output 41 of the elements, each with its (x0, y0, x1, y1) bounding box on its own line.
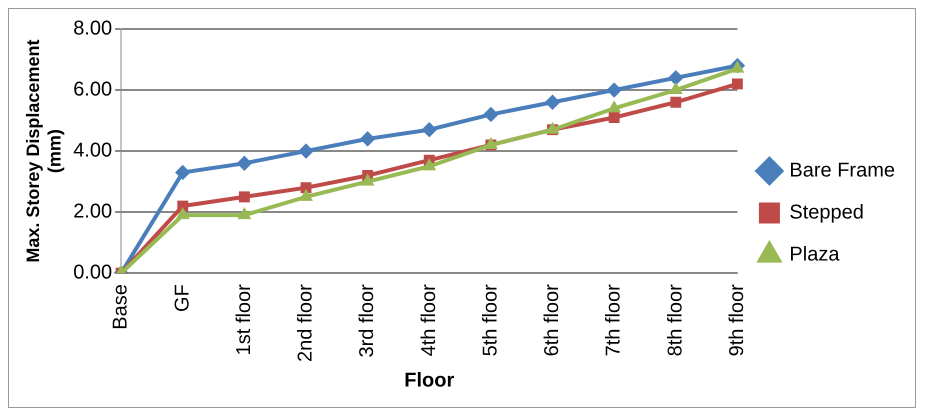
y-tick-label: 2.00 (73, 200, 112, 223)
point (299, 189, 313, 201)
x-tick-label: 3rd floor (356, 284, 378, 358)
point (236, 156, 252, 171)
point (545, 94, 560, 110)
x-tick-label: 6th floor (541, 284, 564, 356)
legend-label: Plaza (789, 244, 840, 266)
point (360, 131, 376, 146)
y-tick-label: 6.00 (73, 78, 112, 101)
y-axis-title: Max. Storey Displacement (mm) (22, 40, 64, 263)
point (668, 70, 684, 86)
x-tick-label: 1st floor (232, 284, 255, 356)
x-tick-label: 4th floor (418, 284, 440, 356)
x-tick-label: 5th floor (479, 284, 502, 356)
point (238, 208, 251, 220)
point (361, 174, 374, 186)
legend-label: Bare Frame (789, 160, 896, 182)
x-axis-title: Floor (404, 370, 454, 392)
x-tick-label: 9th floor (726, 284, 748, 356)
y-tick-label: 0.00 (73, 262, 112, 284)
point (484, 137, 498, 149)
point (238, 191, 250, 202)
x-tick-label: Base (110, 284, 132, 330)
point (422, 122, 437, 138)
x-tick-label: 7th floor (602, 284, 625, 356)
point (483, 106, 498, 122)
x-tick-label: GF (171, 284, 194, 312)
legend-label: Stepped (789, 202, 864, 224)
point (732, 78, 743, 90)
point (300, 182, 312, 194)
x-tick-label: 2nd floor (294, 284, 317, 362)
point (670, 96, 682, 108)
point (608, 112, 620, 123)
y-tick-label: 4.00 (73, 140, 112, 162)
point (422, 158, 436, 170)
point (175, 164, 190, 180)
x-tick-label: 8th floor (664, 284, 686, 356)
y-tick-label: 8.00 (73, 18, 112, 40)
point (176, 208, 190, 220)
point (606, 82, 622, 98)
point (298, 144, 314, 159)
